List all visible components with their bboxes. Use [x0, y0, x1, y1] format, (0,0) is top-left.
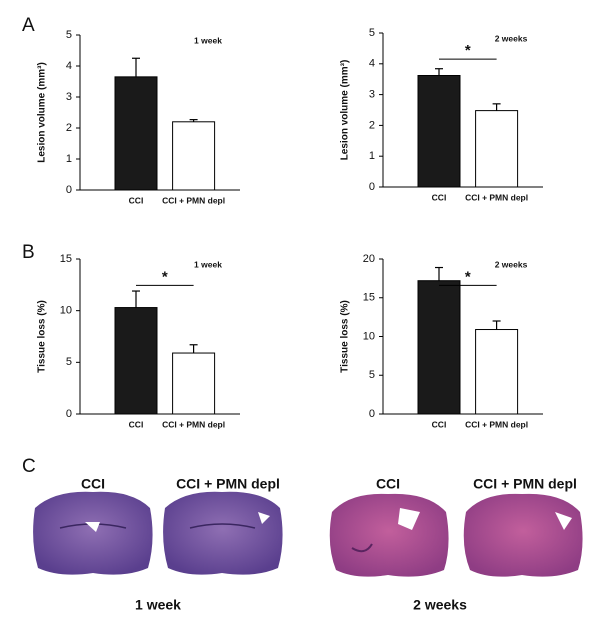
- y-tick-label: 4: [66, 60, 72, 72]
- y-tick-label: 15: [60, 253, 72, 265]
- image-label: CCI: [81, 476, 105, 492]
- y-tick-label: 5: [66, 29, 72, 41]
- y-tick-label: 0: [369, 408, 375, 420]
- significance-mark: *: [465, 268, 471, 285]
- image-label: CCI: [376, 476, 400, 492]
- bar: [114, 307, 158, 415]
- x-tick-label: CCI: [129, 419, 144, 429]
- bar: [475, 329, 519, 415]
- x-tick-label: CCI + PMN depl: [162, 419, 225, 429]
- y-tick-label: 5: [369, 27, 375, 39]
- y-tick-label: 10: [60, 305, 72, 317]
- y-axis-label: Lesion volume (mm³): [340, 60, 351, 161]
- panel-letter: A: [22, 15, 35, 36]
- panel-letter: B: [22, 242, 35, 263]
- annotation: 2 weeks: [495, 33, 528, 43]
- y-tick-label: 2: [369, 119, 375, 131]
- significance-mark: *: [465, 42, 471, 59]
- panel-letter: C: [22, 456, 36, 477]
- y-tick-label: 5: [66, 356, 72, 368]
- y-tick-label: 1: [66, 153, 72, 165]
- bar: [417, 280, 461, 415]
- bar: [172, 352, 216, 415]
- significance-mark: *: [162, 268, 168, 285]
- y-tick-label: 0: [66, 408, 72, 420]
- x-tick-label: CCI: [432, 192, 447, 202]
- x-tick-label: CCI + PMN depl: [465, 192, 528, 202]
- x-tick-label: CCI: [432, 419, 447, 429]
- y-tick-label: 10: [363, 330, 375, 342]
- image-caption: 2 weeks: [413, 597, 467, 613]
- brain-image: [463, 493, 583, 577]
- bar: [172, 121, 216, 191]
- bar: [475, 110, 519, 188]
- y-axis-label: Tissue loss (%): [340, 300, 351, 373]
- y-tick-label: 1: [369, 150, 375, 162]
- y-tick-label: 0: [66, 184, 72, 196]
- image-label: CCI + PMN depl: [176, 476, 280, 492]
- y-tick-label: 2: [66, 122, 72, 134]
- y-tick-label: 15: [363, 292, 375, 304]
- image-caption: 1 week: [135, 597, 181, 613]
- annotation: 1 week: [194, 35, 222, 45]
- annotation: 1 week: [194, 259, 222, 269]
- brain-image: [33, 491, 153, 575]
- annotation: 2 weeks: [495, 259, 528, 269]
- y-axis-label: Lesion volume (mm³): [37, 62, 48, 163]
- y-tick-label: 3: [66, 91, 72, 103]
- y-tick-label: 3: [369, 89, 375, 101]
- image-label: CCI + PMN depl: [473, 476, 577, 492]
- y-tick-label: 0: [369, 181, 375, 193]
- y-tick-label: 4: [369, 58, 375, 70]
- x-tick-label: CCI + PMN depl: [465, 419, 528, 429]
- y-axis-label: Tissue loss (%): [37, 300, 48, 373]
- y-tick-label: 5: [369, 369, 375, 381]
- brain-image: [163, 491, 283, 575]
- bar: [114, 76, 158, 191]
- x-tick-label: CCI + PMN depl: [162, 195, 225, 205]
- y-tick-label: 20: [363, 253, 375, 265]
- brain-image: [329, 493, 449, 577]
- x-tick-label: CCI: [129, 195, 144, 205]
- bar: [417, 75, 461, 188]
